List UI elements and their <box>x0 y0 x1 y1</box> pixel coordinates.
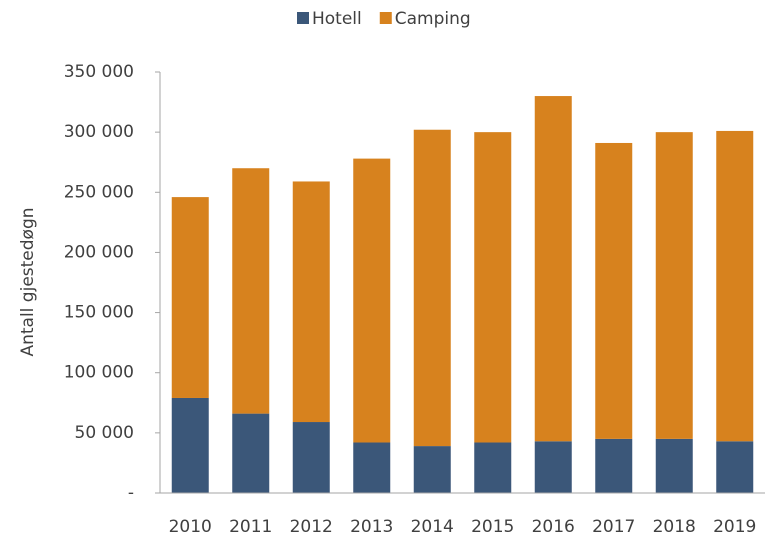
y-tick-label: - <box>128 483 134 503</box>
legend-swatch <box>297 12 309 24</box>
x-tick-label: 2018 <box>653 517 696 533</box>
bar-segment <box>171 197 209 398</box>
y-tick-label: 150 000 <box>64 303 134 323</box>
bar-segment <box>716 130 754 442</box>
legend-label: Hotell <box>312 9 362 29</box>
legend-label: Camping <box>395 9 471 29</box>
y-tick-label: 200 000 <box>64 242 134 262</box>
bar-segment <box>413 129 451 447</box>
x-tick-label: 2015 <box>471 517 514 533</box>
legend-swatch <box>379 12 392 24</box>
bar-segment <box>716 441 754 493</box>
bar-segment <box>655 438 693 493</box>
y-axis-label: Antall gjestedøgn <box>18 207 38 356</box>
y-tick-label: 250 000 <box>64 182 134 202</box>
bar-segment <box>353 442 391 493</box>
x-tick-label: 2013 <box>350 517 393 533</box>
x-tick-label: 2014 <box>411 517 454 533</box>
y-tick-label: 300 000 <box>64 122 134 142</box>
bar-segment <box>595 438 633 493</box>
bar-segment <box>595 142 633 439</box>
bar-segment <box>534 96 572 442</box>
bar-segment <box>232 413 270 493</box>
x-tick-label: 2016 <box>532 517 575 533</box>
x-tick-label: 2019 <box>713 517 756 533</box>
bar-segment <box>171 397 209 493</box>
y-tick-label: 350 000 <box>64 62 134 82</box>
bar-segment <box>413 446 451 493</box>
y-tick-label: 50 000 <box>75 423 134 443</box>
x-tick-label: 2012 <box>290 517 333 533</box>
bar-segment <box>232 168 270 414</box>
bar-segment <box>292 181 330 423</box>
bar-segment <box>353 158 391 443</box>
y-tick-label: 100 000 <box>64 363 134 383</box>
x-tick-label: 2017 <box>592 517 635 533</box>
bar-segment <box>534 441 572 493</box>
bar-segment <box>655 132 693 439</box>
x-tick-label: 2010 <box>169 517 212 533</box>
x-tick-label: 2011 <box>229 517 272 533</box>
bar-segment <box>474 132 512 443</box>
bar-segment <box>292 422 330 493</box>
bar-segment <box>474 442 512 493</box>
